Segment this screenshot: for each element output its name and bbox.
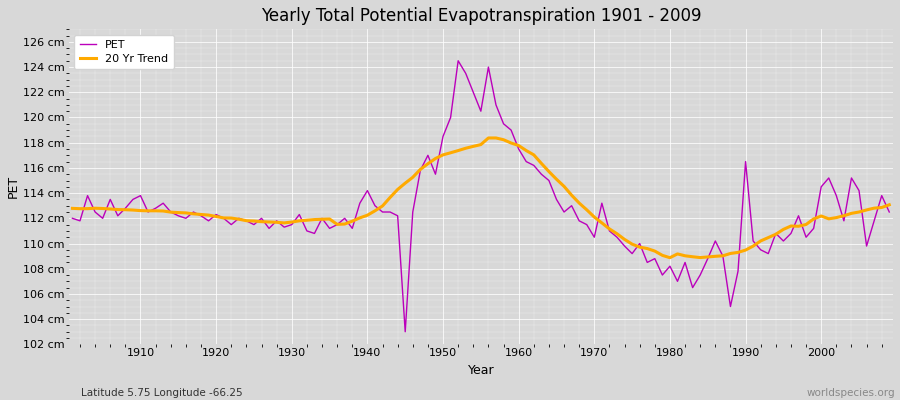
20 Yr Trend [128,208,139,212]
PET [67,216,77,221]
Text: Latitude 5.75 Longitude -66.25: Latitude 5.75 Longitude -66.25 [81,388,243,398]
PET [528,163,539,168]
20 Yr Trend [294,218,305,223]
20 Yr Trend [612,231,623,236]
Line: 20 Yr Trend: 20 Yr Trend [72,138,889,258]
20 Yr Trend [884,202,895,207]
PET [521,159,532,164]
20 Yr Trend [513,143,524,148]
Y-axis label: PET: PET [7,175,20,198]
PET [619,244,630,248]
Title: Yearly Total Potential Evapotranspiration 1901 - 2009: Yearly Total Potential Evapotranspiratio… [261,7,701,25]
20 Yr Trend [483,136,494,140]
PET [339,216,350,221]
20 Yr Trend [664,255,675,260]
PET [400,329,410,334]
20 Yr Trend [521,148,532,153]
Line: PET: PET [72,61,889,332]
PET [294,212,305,217]
Text: worldspecies.org: worldspecies.org [807,388,896,398]
X-axis label: Year: Year [467,364,494,377]
PET [453,58,464,63]
PET [884,210,895,214]
20 Yr Trend [67,206,77,211]
Legend: PET, 20 Yr Trend: PET, 20 Yr Trend [74,35,174,70]
20 Yr Trend [339,222,350,226]
PET [128,197,139,202]
